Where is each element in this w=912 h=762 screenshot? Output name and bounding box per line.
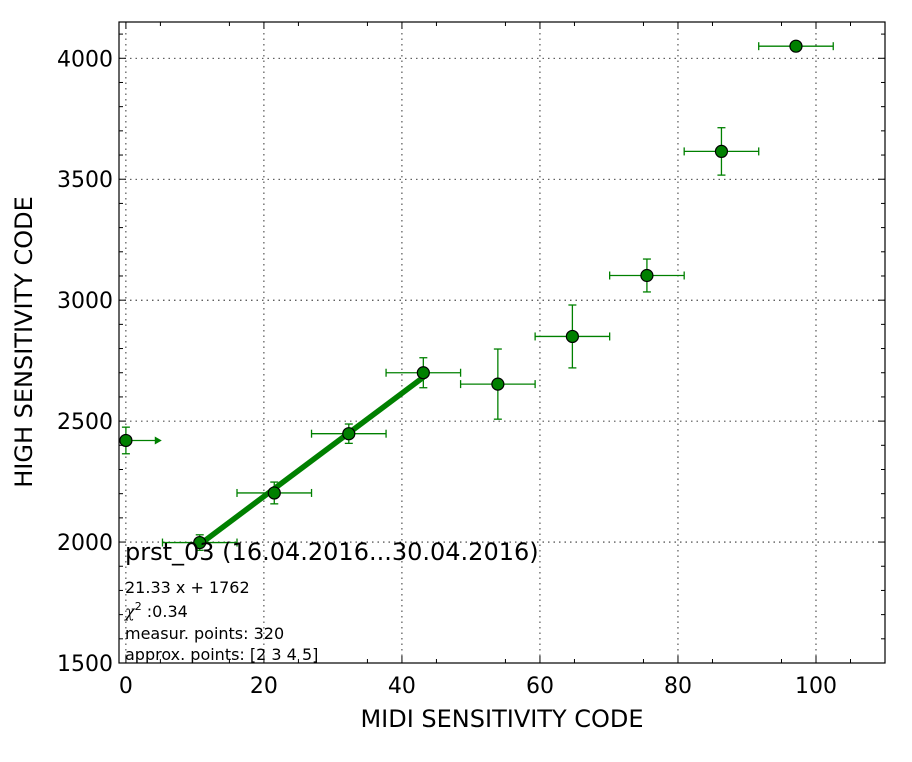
fit-line: [198, 375, 425, 547]
annotation-title: prst_03 (16.04.2016...30.04.2016): [125, 538, 539, 566]
grid: [119, 22, 885, 663]
data-point-group: [236, 481, 313, 505]
data-point-group: [534, 304, 611, 369]
data-point-group: [161, 534, 238, 551]
data-point: [565, 329, 579, 344]
fit-line-group: [198, 375, 425, 547]
data-point: [640, 268, 654, 283]
y-tick-label: 3500: [57, 168, 113, 193]
ticks: [119, 22, 885, 664]
x-tick-label: 0: [119, 674, 133, 699]
x-tick-label: 100: [795, 674, 837, 699]
annotation-chi-square: χ2 :0.34: [124, 600, 188, 621]
y-tick-label: 1500: [57, 652, 113, 677]
data-point: [789, 39, 803, 53]
data-point: [119, 433, 133, 448]
data-point-group: [758, 39, 834, 53]
x-tick-label: 40: [388, 674, 416, 699]
x-tick-label: 80: [664, 674, 692, 699]
limit-arrow-head: [154, 436, 162, 445]
x-tick-label: 60: [526, 674, 554, 699]
data-point-group: [119, 426, 162, 455]
annotation-equation: 21.33 x + 1762: [125, 578, 250, 597]
annotation-measur-points: measur. points: 320: [125, 624, 284, 643]
y-tick-label: 2500: [57, 410, 113, 435]
y-tick-label: 3000: [57, 289, 113, 314]
chi-symbol: χ: [124, 602, 136, 621]
data-point: [342, 427, 356, 441]
y-tick-label: 2000: [57, 531, 113, 556]
data-point: [714, 144, 729, 159]
y-axis-label: HIGH SENSITIVITY CODE: [10, 196, 38, 488]
data-point-group: [459, 348, 536, 420]
y-tick-label: 4000: [57, 47, 113, 72]
x-axis-label: MIDI SENSITIVITY CODE: [360, 705, 643, 733]
plot-frame: [118, 21, 886, 664]
data-points: [119, 39, 834, 551]
data-point-group: [609, 258, 685, 293]
data-point: [267, 486, 281, 500]
annotation-box: prst_03 (16.04.2016...30.04.2016) 21.33 …: [124, 538, 539, 664]
annotation-approx-points: approx. points: [2 3 4 5]: [125, 645, 318, 664]
chi-value: :0.34: [142, 602, 188, 621]
data-point-group: [310, 423, 387, 445]
data-point: [491, 377, 505, 391]
chi-superscript: 2: [135, 600, 142, 613]
data-point: [193, 535, 207, 550]
tick-labels: 0 20 40 60 80 100 1500 2000 2500 3000 3500 4000: [57, 47, 837, 699]
data-point-group: [683, 127, 760, 176]
data-point: [416, 366, 430, 380]
data-point-group: [385, 357, 462, 389]
x-tick-label: 20: [250, 674, 278, 699]
